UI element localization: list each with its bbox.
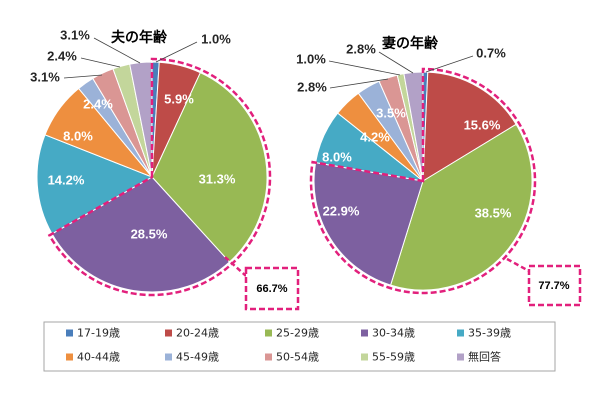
legend-item-35-39: 35-39歳 [457, 327, 511, 340]
data-label-husband-17-19: 1.0% [201, 32, 231, 47]
highlight-label-wife: 77.7% [538, 280, 569, 292]
pie-wife: 0.7% 15.6% 38.5% 22.9% 8.0% 4.2% 3.5% 2.8% 1.0% 2… [296, 42, 582, 307]
data-label-wife-35-39: 8.0% [322, 150, 352, 165]
pie-husband: 1.0% 5.9% 31.3% 28.5% 14.2% 8.0% 2.4% 3.1% 2.4% 3… [30, 28, 300, 311]
legend-swatch-17-19 [66, 329, 73, 337]
legend-label-no-answer: 無回答 [468, 350, 501, 364]
data-label-husband-20-24: 5.9% [164, 92, 194, 107]
leader-line-wife-55-59 [328, 60, 401, 76]
legend-box [43, 321, 556, 372]
legend-item-50-54: 50-54歳 [265, 351, 319, 364]
legend-swatch-45-49 [165, 353, 172, 361]
legend-label-35-39: 35-39歳 [468, 327, 511, 340]
legend-item-no-answer: 無回答 [457, 350, 501, 364]
leader-line-husband-55-59 [80, 57, 121, 68]
legend-swatch-50-54 [265, 353, 272, 361]
leader-line-wife-17-19 [425, 55, 474, 73]
legend-item-45-49: 45-49歳 [165, 351, 219, 364]
legend: 17-19歳 20-24歳 25-29歳 30-34歳 35-39歳 40-44歳 45-4… [43, 321, 556, 372]
slice-husband-35-39 [36, 134, 154, 235]
legend-swatch-20-24 [165, 329, 172, 337]
slice-husband-30-34 [51, 176, 231, 293]
highlight-box-wife [527, 264, 582, 307]
legend-swatch-40-44 [66, 353, 73, 361]
data-label-wife-17-19: 0.7% [476, 46, 506, 61]
data-label-husband-30-34: 28.5% [131, 227, 168, 242]
leader-line-wife-50-54 [329, 78, 389, 89]
legend-swatch-no-answer [457, 353, 464, 361]
slice-wife-30-34 [313, 162, 424, 286]
data-label-husband-55-59: 2.4% [47, 49, 77, 64]
data-label-wife-45-49: 3.5% [376, 106, 406, 121]
legend-label-20-24: 20-24歳 [176, 327, 219, 340]
legend-label-50-54: 50-54歳 [276, 351, 319, 364]
legend-swatch-30-34 [361, 329, 368, 337]
legend-label-40-44: 40-44歳 [77, 351, 120, 364]
data-label-husband-50-54: 3.1% [30, 70, 60, 85]
highlight-box-husband [244, 266, 300, 311]
data-label-wife-55-59: 1.0% [296, 52, 326, 67]
data-label-wife-25-29: 38.5% [475, 206, 512, 221]
legend-item-40-44: 40-44歳 [66, 351, 120, 364]
legend-label-25-29: 25-29歳 [276, 327, 319, 340]
data-label-wife-no-answer: 2.8% [346, 42, 376, 57]
legend-item-25-29: 25-29歳 [265, 327, 319, 340]
legend-swatch-55-59 [361, 353, 368, 361]
highlight-connector-husband [224, 256, 247, 277]
legend-label-17-19: 17-19歳 [77, 327, 120, 340]
leader-line-wife-no-answer [378, 51, 414, 74]
leader-line-husband-17-19 [155, 41, 198, 63]
legend-swatch-25-29 [265, 329, 272, 337]
legend-item-55-59: 55-59歳 [361, 351, 415, 364]
highlight-outline-husband [47, 57, 272, 297]
slice-wife-25-29 [389, 123, 533, 291]
legend-label-55-59: 55-59歳 [372, 351, 415, 364]
leader-line-husband-no-answer [93, 37, 141, 64]
legend-item-17-19: 17-19歳 [66, 327, 120, 340]
data-label-husband-45-49: 2.4% [83, 97, 113, 112]
highlight-outline-wife [309, 67, 537, 295]
slice-wife-20-24 [422, 71, 517, 182]
data-label-husband-40-44: 8.0% [63, 129, 93, 144]
legend-item-30-34: 30-34歳 [361, 327, 415, 340]
legend-item-20-24: 20-24歳 [165, 327, 219, 340]
highlight-label-husband: 66.7% [256, 283, 287, 295]
legend-label-45-49: 45-49歳 [176, 351, 219, 364]
data-label-wife-40-44: 4.2% [360, 130, 390, 145]
data-label-husband-35-39: 14.2% [48, 173, 85, 188]
data-label-wife-30-34: 22.9% [323, 204, 360, 219]
data-label-wife-20-24: 15.6% [464, 118, 501, 133]
chart-title-wife: 妻の年齢 [382, 35, 439, 52]
data-label-husband-25-29: 31.3% [199, 172, 236, 187]
data-label-husband-no-answer: 3.1% [60, 28, 90, 43]
legend-swatch-35-39 [457, 329, 464, 337]
leader-line-husband-50-54 [63, 74, 103, 79]
data-label-wife-50-54: 2.8% [297, 80, 327, 95]
slice-husband-no-answer [129, 61, 153, 178]
legend-label-30-34: 30-34歳 [372, 327, 415, 340]
chart-title-husband: 夫の年齢 [111, 29, 168, 46]
highlight-connector-wife [506, 257, 530, 273]
slice-husband-25-29 [151, 71, 268, 263]
